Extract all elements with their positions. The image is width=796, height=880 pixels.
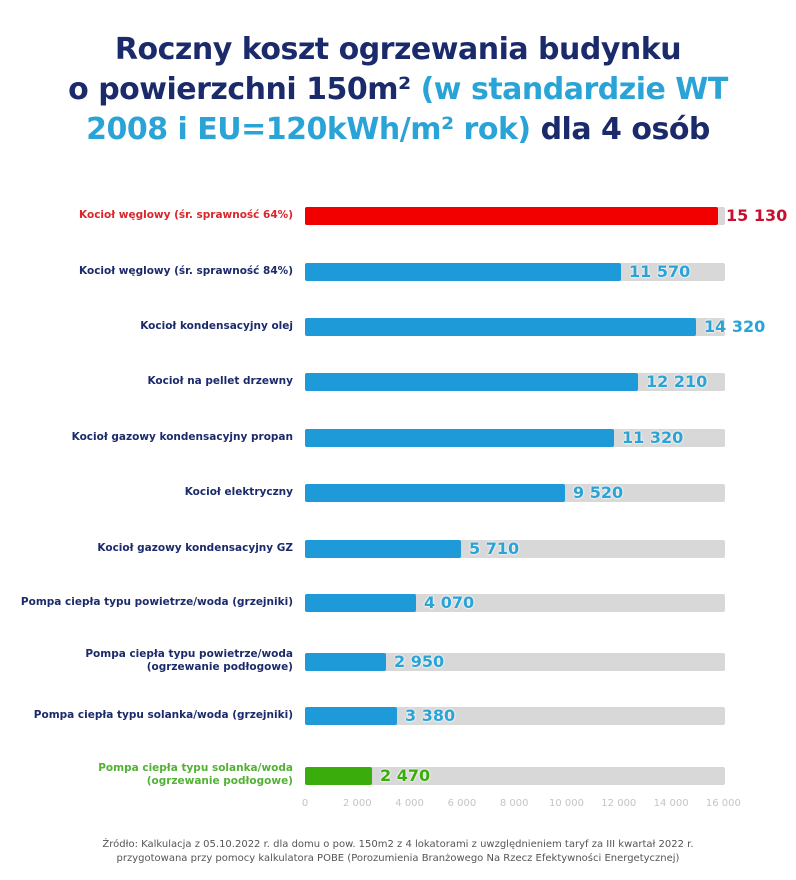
x-tick-label: 6 000 [447, 798, 477, 809]
bar-label: Pompa ciepła typu solanka/woda (ogrzewani… [98, 762, 293, 787]
bar-value-label: 11 570 [629, 262, 691, 281]
bar [305, 594, 416, 612]
bar-row: Pompa ciepła typu powietrze/woda (ogrzewa… [0, 648, 796, 673]
x-tick-label: 4 000 [395, 798, 424, 809]
bar-label: Kocioł gazowy kondensacyjny propan [71, 431, 293, 443]
bar-label: Kocioł gazowy kondensacyjny GZ [97, 542, 293, 554]
bar [305, 207, 718, 225]
bar-value-label: 11 320 [622, 428, 684, 447]
bar-label: Kocioł węglowy (śr. sprawność 64%) [79, 209, 293, 221]
bar-row: Kocioł gazowy kondensacyjny propan 11 320 [0, 428, 796, 448]
x-axis: 0 2 000 4 000 6 000 8 000 10 000 12 000 14 000 1… [0, 798, 796, 814]
bar-value-label: 14 320 [704, 317, 766, 336]
title-line-2: o powierzchni 150m² (w standardzie WT [68, 72, 728, 107]
bar-value-label: 5 710 [469, 539, 520, 558]
x-tick-label: 16 000 [705, 798, 741, 809]
bar-row: Kocioł gazowy kondensacyjny GZ 5 710 [0, 539, 796, 559]
bar [305, 484, 565, 502]
bar-label: Kocioł kondensacyjny olej [140, 320, 293, 332]
bar-value-label: 15 130 [726, 206, 788, 225]
chart-title: Roczny koszt ogrzewania budynku o powier… [0, 30, 796, 150]
x-tick-label: 12 000 [601, 798, 637, 809]
x-tick-label: 14 000 [653, 798, 689, 809]
bar-row: Kocioł węglowy (śr. sprawność 64%) 15 130 [0, 206, 796, 226]
title-line-1: Roczny koszt ogrzewania budynku [114, 32, 682, 67]
bar-value-label: 2 470 [380, 766, 431, 785]
bar-track [305, 707, 725, 725]
bar-value-label: 3 380 [405, 706, 456, 725]
bar [305, 263, 621, 281]
source-footnote: Źródło: Kalkulacja z 05.10.2022 r. dla d… [102, 839, 694, 864]
bar-label: Kocioł węglowy (śr. sprawność 84%) [79, 265, 293, 277]
bar-row: Kocioł kondensacyjny olej 14 320 [0, 317, 796, 337]
bar-track [305, 767, 725, 785]
bar-label: Kocioł elektryczny [184, 486, 293, 498]
bar-track [305, 653, 725, 671]
bar-label: Pompa ciepła typu solanka/woda (grzejnik… [33, 709, 293, 721]
bar-row: Pompa ciepła typu solanka/woda (grzejnik… [0, 706, 796, 726]
bar-row: Pompa ciepła typu solanka/woda (ogrzewani… [0, 762, 796, 787]
bar [305, 373, 638, 391]
x-tick-label: 2 000 [342, 798, 372, 809]
bar [305, 653, 386, 671]
bar-value-label: 12 210 [646, 372, 708, 391]
bar [305, 767, 372, 785]
bar-row: Kocioł węglowy (śr. sprawność 84%) 11 570 [0, 262, 796, 282]
bar [305, 429, 614, 447]
bar-row: Pompa ciepła typu powietrze/woda (grzejn… [0, 593, 796, 613]
x-tick-label: 10 000 [549, 798, 584, 809]
bar-label: Kocioł na pellet drzewny [147, 375, 293, 387]
bar-label: Pompa ciepła typu powietrze/woda (ogrzewa… [85, 648, 293, 673]
x-tick-label: 0 [301, 798, 309, 809]
title-line-3: 2008 i EU=120kWh/m² rok) dla 4 osób [86, 112, 710, 147]
bar [305, 318, 696, 336]
bar-value-label: 9 520 [573, 483, 624, 502]
x-tick-label: 8 000 [499, 798, 529, 809]
bar-row: Kocioł na pellet drzewny 12 210 [0, 372, 796, 392]
bar-value-label: 2 950 [394, 652, 445, 671]
bar [305, 540, 461, 558]
bar-value-label: 4 070 [424, 593, 475, 612]
bar [305, 707, 397, 725]
bar-row: Kocioł elektryczny 9 520 [0, 483, 796, 503]
bar-label: Pompa ciepła typu powietrze/woda (grzejn… [20, 596, 293, 608]
